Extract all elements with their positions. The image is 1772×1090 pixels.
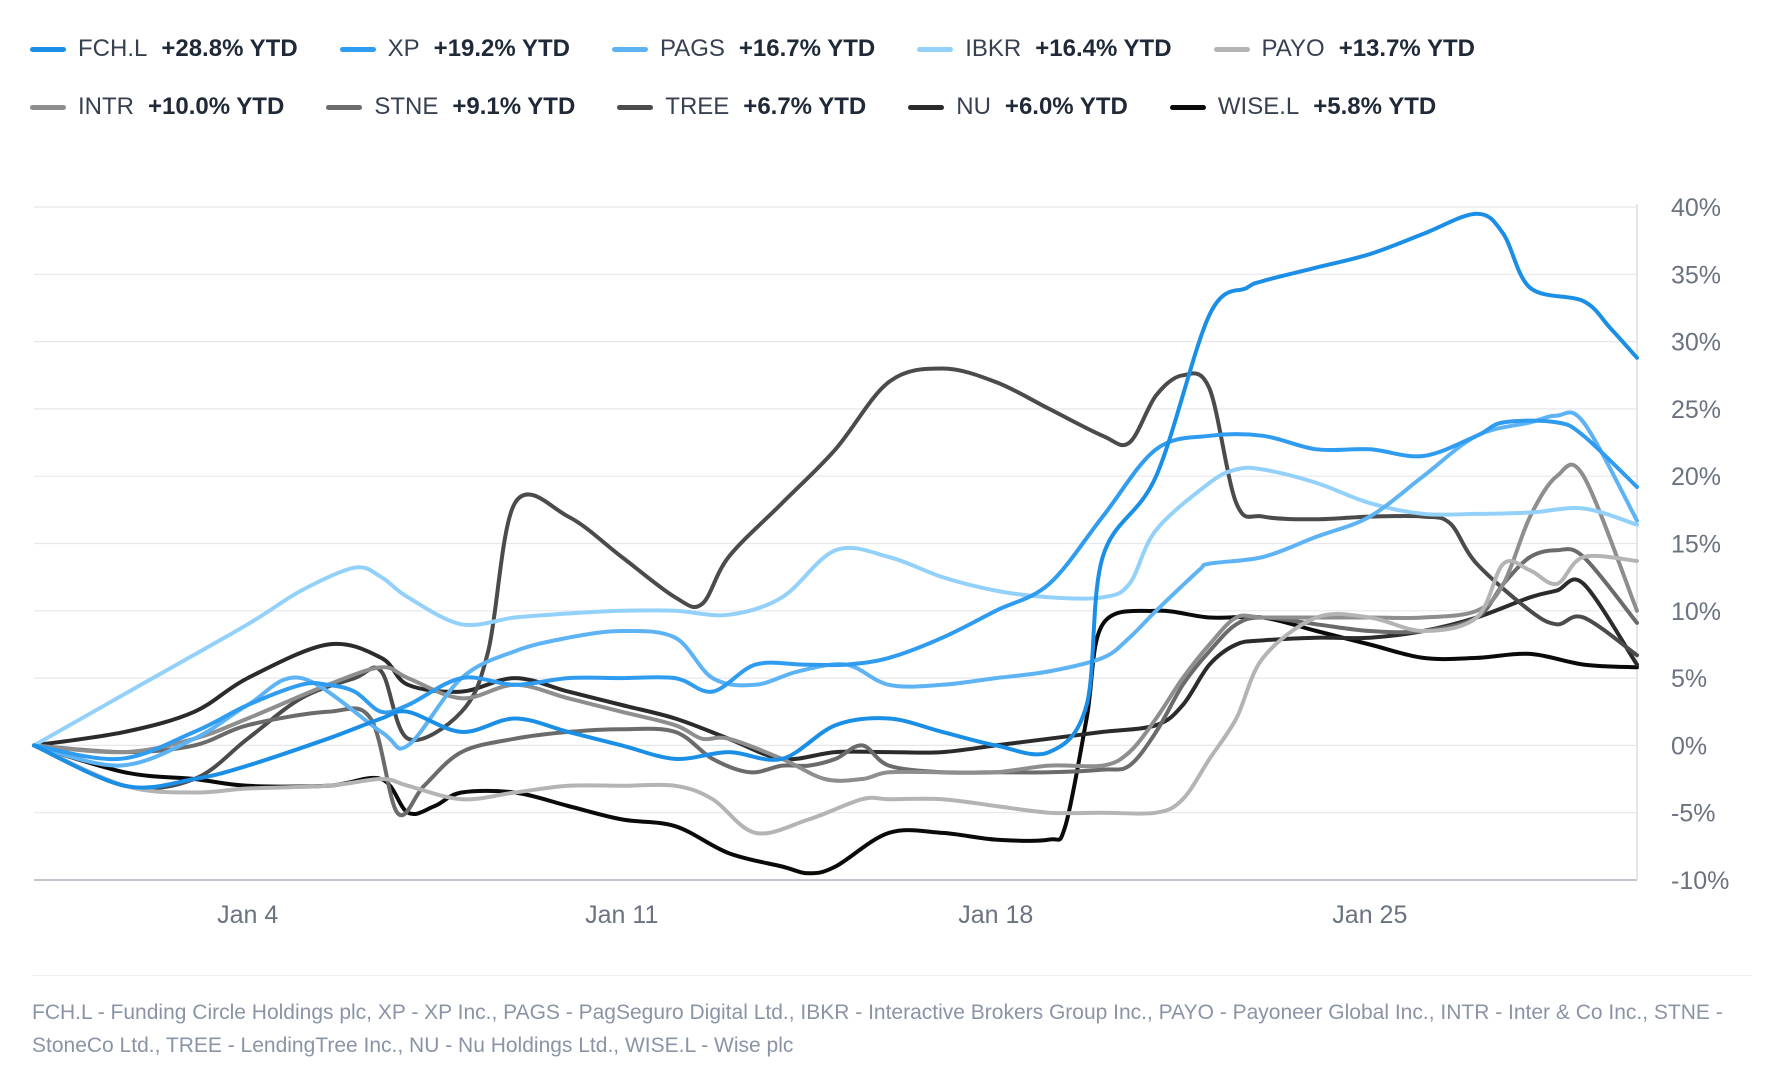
legend-series-name: PAGS	[659, 35, 725, 62]
y-tick-label: 0%	[1671, 732, 1707, 760]
y-tick-label: -5%	[1671, 800, 1715, 828]
legend-series-name: IBKR	[965, 35, 1022, 62]
legend-series-ytd: +13.7% YTD	[1338, 35, 1475, 62]
x-tick-label: Jan 25	[1332, 901, 1407, 929]
legend-item-pags[interactable]: PAGS +16.7% YTD	[611, 35, 876, 63]
legend-series-ytd: +6.0% YTD	[1004, 93, 1128, 120]
legend-item-ibkr[interactable]: IBKR +16.4% YTD	[917, 35, 1172, 63]
legend-row-2: INTR +10.0% YTD STNE +9.1% YTD TREE +6.7…	[30, 78, 1530, 136]
legend-series-ytd: +9.1% YTD	[452, 93, 576, 120]
legend-series-ytd: +19.2% YTD	[433, 35, 570, 62]
y-tick-label: 25%	[1671, 396, 1721, 424]
legend-series-ytd: +10.0% YTD	[148, 93, 285, 120]
legend-swatch	[339, 46, 376, 52]
legend-item-xp[interactable]: XP +19.2% YTD	[339, 35, 570, 63]
series-line-stne	[32, 547, 1639, 818]
series-line-intr	[32, 462, 1639, 783]
gridlines	[34, 206, 1637, 881]
legend-swatch	[617, 104, 654, 110]
x-tick-label: Jan 11	[585, 901, 658, 929]
y-tick-label: 20%	[1671, 463, 1721, 491]
y-tick-label: -10%	[1671, 867, 1729, 895]
legend-swatch	[30, 104, 66, 110]
legend-series-name: WISE.L	[1217, 93, 1300, 120]
legend-swatch	[908, 104, 945, 110]
legend-item-fchl[interactable]: FCH.L +28.8% YTD	[30, 35, 298, 63]
legend-item-stne[interactable]: STNE +9.1% YTD	[326, 93, 575, 121]
legend-swatch	[1213, 46, 1250, 52]
legend-item-nu[interactable]: NU +6.0% YTD	[908, 93, 1128, 121]
legend-series-name: STNE	[374, 93, 439, 120]
legend-item-tree[interactable]: TREE +6.7% YTD	[617, 93, 866, 121]
legend-series-name: XP	[387, 35, 420, 62]
legend-series-name: PAYO	[1261, 35, 1325, 62]
legend-swatch	[611, 46, 648, 52]
legend-series-name: NU	[956, 93, 991, 120]
legend-item-payo[interactable]: PAYO +13.7% YTD	[1213, 35, 1475, 63]
series-lines	[32, 211, 1639, 876]
legend-row-1: FCH.L +28.8% YTD XP +19.2% YTD PAGS +16.…	[30, 20, 1530, 78]
chart-legend: FCH.L +28.8% YTD XP +19.2% YTD PAGS +16.…	[30, 20, 1530, 136]
y-tick-label: 10%	[1671, 598, 1721, 626]
legend-series-name: FCH.L	[78, 35, 148, 62]
y-tick-label: 40%	[1671, 194, 1721, 222]
series-line-xp	[32, 418, 1639, 762]
y-tick-label: 15%	[1671, 531, 1721, 559]
legend-series-ytd: +16.7% YTD	[738, 35, 876, 62]
y-tick-label: 35%	[1671, 261, 1721, 289]
legend-series-name: INTR	[78, 93, 134, 120]
legend-series-ytd: +28.8% YTD	[161, 35, 298, 62]
series-line-pags	[32, 410, 1639, 768]
axes: 40% 35% 30% 25% 20% 15% 10% 5% 0% -5% -10% Jan 4 Jan…	[217, 194, 1729, 929]
series-line-wisel	[32, 608, 1639, 876]
x-tick-label: Jan 4	[217, 901, 278, 929]
y-tick-label: 30%	[1671, 329, 1721, 357]
legend-series-name: TREE	[665, 93, 730, 120]
legend-swatch	[326, 104, 363, 110]
series-line-payo	[32, 553, 1639, 836]
footnote-divider	[32, 975, 1752, 976]
legend-series-ytd: +16.4% YTD	[1035, 35, 1172, 62]
x-tick-label: Jan 18	[958, 901, 1033, 929]
series-line-tree	[32, 366, 1639, 791]
legend-item-wisel[interactable]: WISE.L +5.8% YTD	[1169, 93, 1437, 121]
series-line-ibkr	[32, 465, 1639, 748]
legend-series-ytd: +6.7% YTD	[743, 93, 867, 120]
footnote: FCH.L - Funding Circle Holdings plc, XP …	[32, 1001, 1723, 1057]
legend-swatch	[917, 46, 954, 52]
y-tick-label: 5%	[1671, 665, 1707, 693]
legend-item-intr[interactable]: INTR +10.0% YTD	[30, 93, 284, 121]
legend-swatch	[30, 46, 66, 52]
legend-swatch	[1169, 104, 1206, 110]
legend-series-ytd: +5.8% YTD	[1313, 93, 1437, 120]
series-line-fchl	[32, 211, 1639, 790]
